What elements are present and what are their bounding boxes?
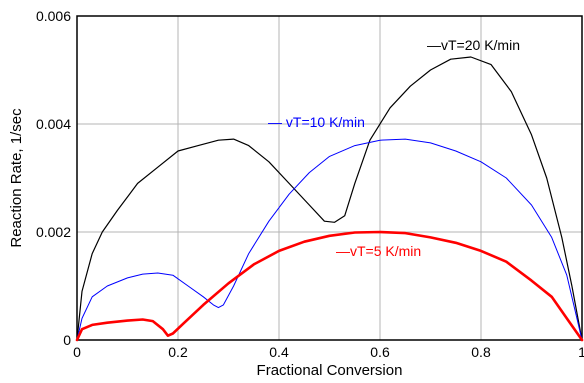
x-tick-label: 0.6: [370, 344, 390, 360]
x-tick-label: 0: [73, 344, 81, 360]
plot-frame: [76, 15, 583, 341]
x-tick-labels: 0 0.2 0.4 0.6 0.8 1: [73, 344, 584, 360]
series-label-2: —vT=5 K/min: [336, 243, 421, 259]
series-label-1: — vT=10 K/min: [268, 114, 365, 130]
y-tick-label: 0.004: [36, 116, 71, 132]
x-tick-label: 0.2: [168, 344, 188, 360]
y-tick-label: 0: [63, 332, 71, 348]
y-tick-label: 0.002: [36, 224, 71, 240]
series-labels: —vT=20 K/min — vT=10 K/min —vT=5 K/min: [268, 37, 520, 259]
y-tick-labels: 0 0.002 0.004 0.006: [36, 8, 71, 348]
series-layer: [75, 56, 584, 342]
y-tick-label: 0.006: [36, 8, 71, 24]
series-line-0: [76, 56, 583, 341]
x-tick-label: 0.8: [471, 344, 491, 360]
x-tick-label: 1: [578, 344, 584, 360]
x-tick-label: 0.4: [269, 344, 289, 360]
x-axis-title: Fractional Conversion: [257, 362, 403, 379]
series-line-1: [76, 138, 583, 341]
series-label-0: —vT=20 K/min: [427, 37, 520, 53]
series-line-2: [75, 230, 584, 342]
y-axis-title: Reaction Rate, 1/sec: [8, 108, 25, 248]
